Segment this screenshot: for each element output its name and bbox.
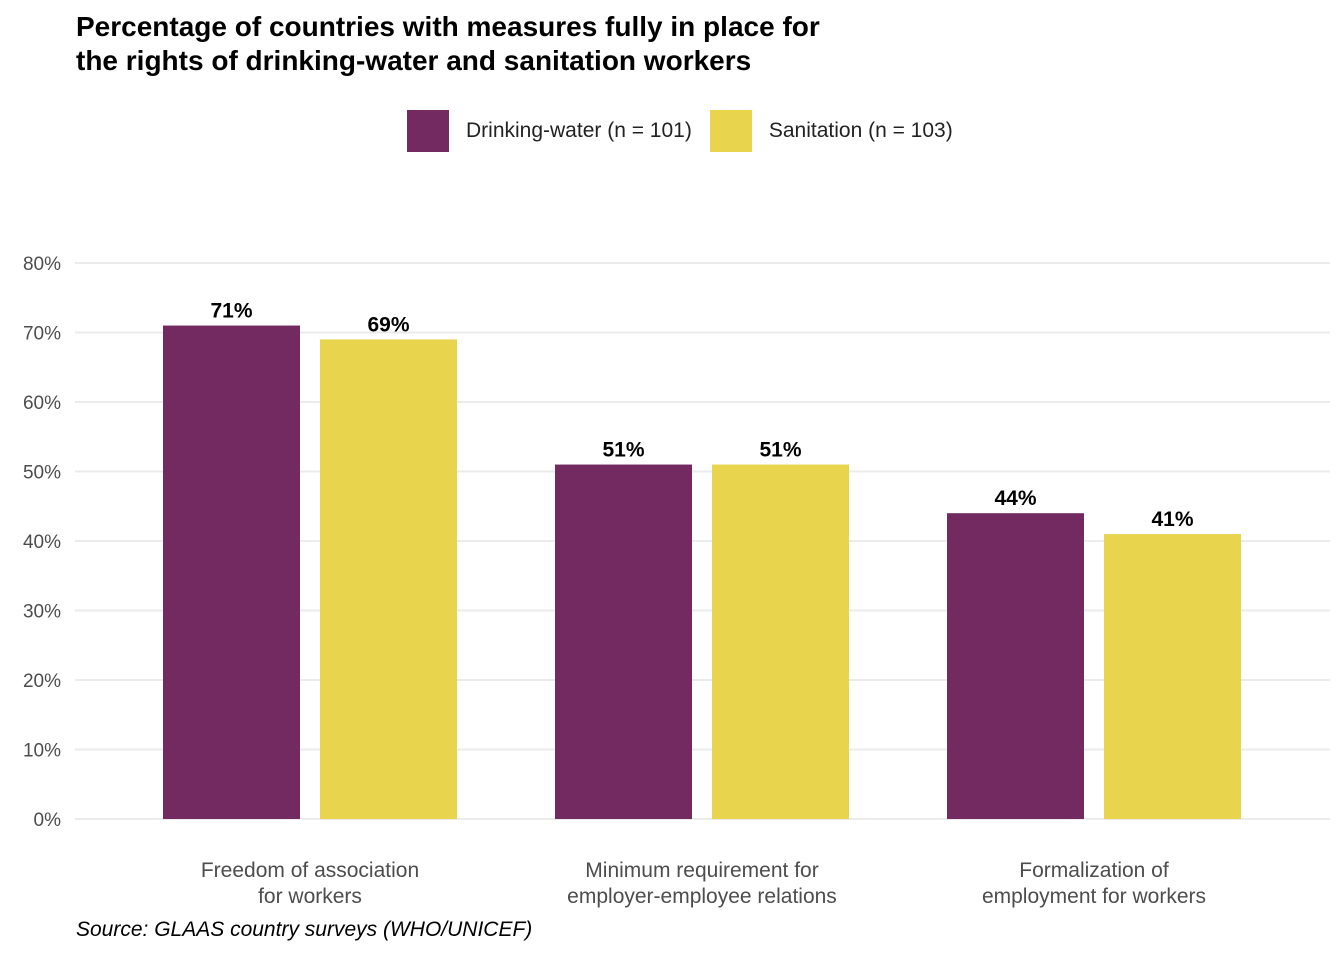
legend-label-sanitation: Sanitation (n = 103) xyxy=(768,119,953,142)
title-line-1: Percentage of countries with measures fu… xyxy=(76,11,820,42)
legend-swatch-drinking-water xyxy=(407,110,449,152)
legend-item-sanitation: Sanitation (n = 103) xyxy=(709,110,953,152)
bar xyxy=(712,464,849,819)
title-line-2: the rights of drinking-water and sanitat… xyxy=(76,45,752,76)
y-tick-label: 30% xyxy=(23,602,61,623)
x-category-label: for workers xyxy=(258,885,362,908)
source-note: Source: GLAAS country surveys (WHO/UNICE… xyxy=(76,918,533,941)
y-tick-label: 20% xyxy=(23,671,61,692)
legend-item-drinking-water: Drinking-water (n = 101) xyxy=(407,110,692,152)
bar xyxy=(320,339,457,819)
chart-title: Percentage of countries with measures fu… xyxy=(76,10,976,78)
x-category-label: employment for workers xyxy=(982,885,1206,908)
data-label: 44% xyxy=(994,487,1036,510)
legend-swatch-sanitation xyxy=(709,110,752,152)
legend: Drinking-water (n = 101) Sanitation (n =… xyxy=(407,110,971,152)
x-category-label: Minimum requirement for xyxy=(585,859,818,882)
y-tick-label: 40% xyxy=(23,532,61,553)
bar xyxy=(947,513,1084,819)
y-tick-label: 70% xyxy=(23,324,61,345)
bar xyxy=(1104,534,1241,819)
bar xyxy=(163,325,300,819)
x-category-label: employer-employee relations xyxy=(567,885,837,908)
x-category-label: Formalization of xyxy=(1019,859,1169,882)
y-tick-label: 80% xyxy=(23,254,61,275)
x-category-label: Freedom of association xyxy=(201,859,419,882)
bar xyxy=(555,464,692,819)
y-tick-label: 50% xyxy=(23,463,61,484)
y-tick-label: 0% xyxy=(34,810,62,831)
data-label: 41% xyxy=(1151,508,1193,531)
y-tick-label: 60% xyxy=(23,393,61,414)
legend-label-drinking-water: Drinking-water (n = 101) xyxy=(466,119,692,142)
data-label: 69% xyxy=(367,313,409,336)
data-label: 51% xyxy=(602,439,644,462)
data-label: 71% xyxy=(210,300,252,323)
data-label: 51% xyxy=(759,439,801,462)
y-tick-label: 10% xyxy=(23,741,61,762)
